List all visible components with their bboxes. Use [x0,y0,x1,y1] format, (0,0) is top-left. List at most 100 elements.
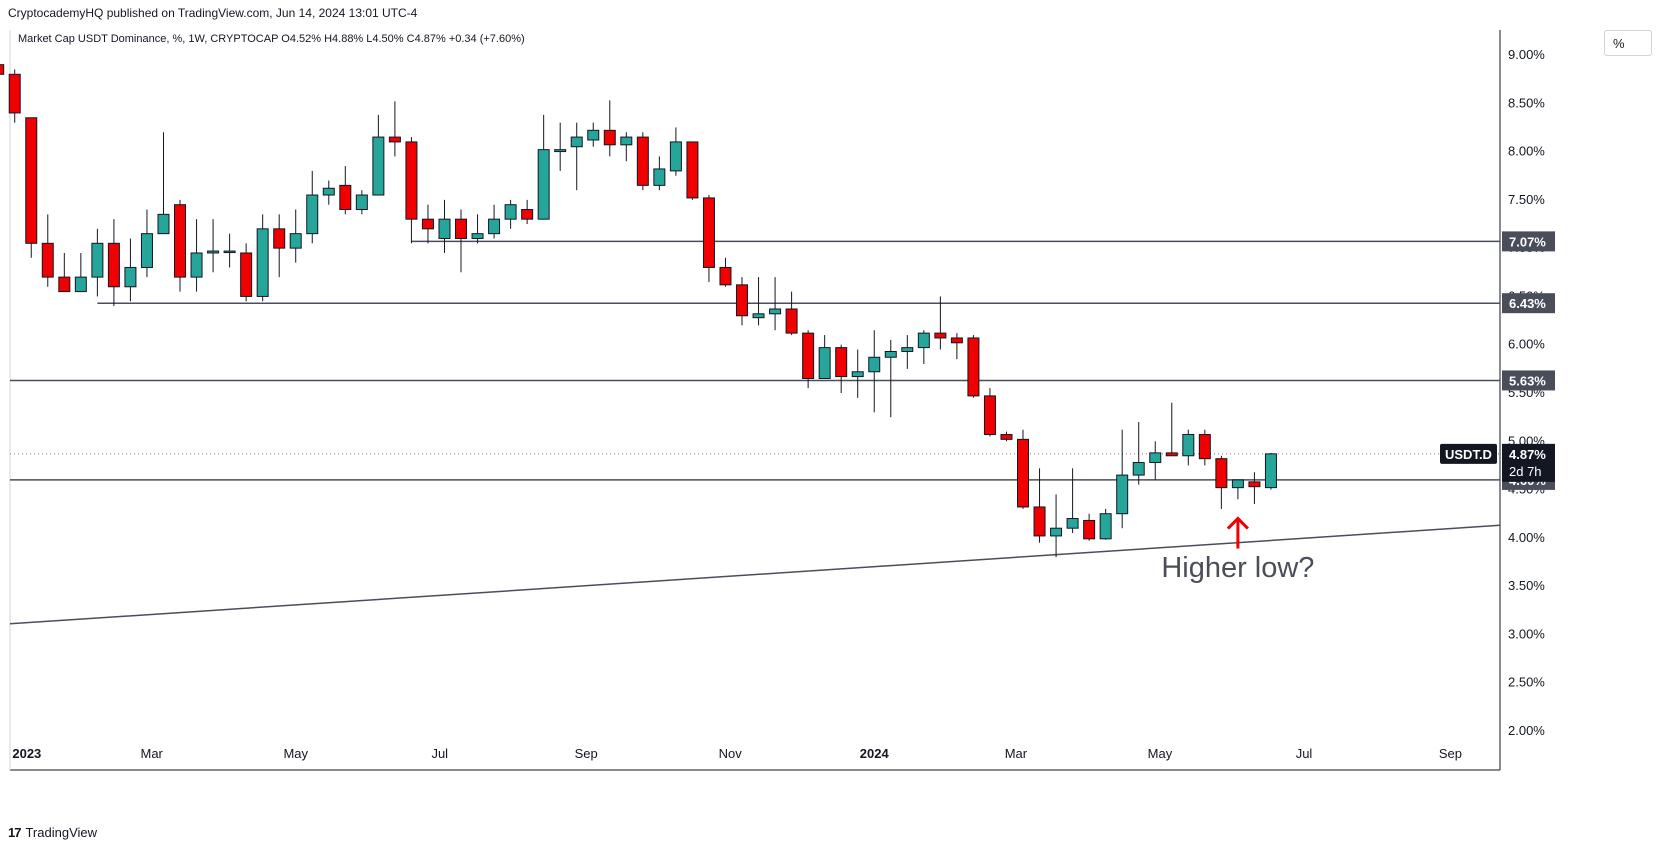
candle [851,349,864,398]
candle [1198,429,1211,466]
candle [504,199,517,229]
candle [1099,508,1112,540]
candle-body [1050,527,1063,537]
candle-body [273,228,286,249]
y-tick-label: 4.00% [1508,530,1545,545]
candle [884,339,897,418]
candle-body [1198,434,1211,460]
candle-body [438,218,451,239]
candle-body [736,284,749,317]
candle-body [157,213,170,235]
candle [603,100,616,157]
candle-body [686,141,699,199]
candle [25,117,38,258]
candle-body [636,136,649,186]
brand-text: TradingView [25,825,98,840]
annotation-arrow-head [1226,516,1249,530]
price-scale[interactable]: 2.00%2.50%3.00%3.50%4.00%4.50%5.00%5.50%… [1508,47,1545,738]
candle-body [1248,481,1261,488]
annotation-text: Higher low? [1161,552,1314,584]
annotation-layer: Higher low? [1161,516,1314,584]
x-tick-label: 2023 [12,746,41,761]
candle [1182,429,1195,466]
candle [1215,455,1228,509]
tradingview-brand[interactable]: 17 TradingView [8,825,97,840]
candle [554,122,567,171]
candle-body [884,350,897,358]
candle-body [603,129,616,146]
support-trend-line [9,524,1501,625]
candle [355,190,368,215]
x-tick-label: Mar [1005,746,1028,761]
candle [835,344,848,393]
candle [0,64,5,75]
candle-body [41,242,54,278]
candle [636,132,649,191]
y-tick-label: 8.50% [1508,95,1545,110]
candle [388,101,401,157]
candle-body [868,356,881,373]
candle [107,219,120,307]
candle [289,209,302,263]
x-tick-label: May [283,746,308,761]
candle [702,195,715,282]
candle-body [488,218,501,235]
candle-body [835,347,848,378]
candle-body [306,194,319,235]
level-price-text: 6.43% [1509,296,1546,311]
candle [488,204,501,239]
candle [1116,429,1129,529]
candle [1066,468,1079,534]
candle-body [1116,474,1129,515]
bar-countdown-text: 2d 7h [1509,464,1542,479]
candle-body [240,252,253,297]
candle [1050,494,1063,558]
candle [653,156,666,191]
candle [752,277,765,326]
candle [273,214,286,278]
candle-body [124,266,137,288]
candle [1132,421,1145,485]
tradingview-logo-icon: 17 [8,825,22,840]
candle-body [521,209,534,220]
candle-body [1182,434,1195,457]
candle-body [785,308,798,334]
time-scale[interactable]: 2023 Mar May Jul Sep Nov 2024 Mar May Jul Sep [12,746,1462,761]
candle-body [851,371,864,378]
candle [669,127,682,176]
candle [967,335,980,398]
candle-body [322,187,335,196]
candle-body [339,184,352,211]
candle-body [8,73,21,114]
candle-body [719,266,732,286]
candle [917,330,930,365]
candle [901,335,914,369]
candle-body [934,332,947,339]
candle-body [388,136,401,143]
candle-body [455,218,468,239]
candle-body [669,141,682,172]
candle [785,291,798,336]
candle [405,137,418,244]
candle-body [1231,479,1244,489]
candle-body [950,337,963,344]
candle [537,114,550,220]
level-price-tag [1502,293,1555,314]
candle-body [25,117,38,244]
candle-body [554,149,567,153]
candle-body [421,218,434,230]
y-tick-label: 6.00% [1508,337,1545,352]
candle [455,209,468,273]
candle-body [471,233,484,239]
candle-body [289,233,302,249]
candles-layer [0,64,1277,558]
candle [74,252,87,293]
candle [868,330,881,413]
scale-unit-button[interactable]: % [1604,30,1652,56]
candle [818,335,831,380]
candle [339,166,352,215]
candle-body [752,313,765,319]
candle [157,132,170,235]
